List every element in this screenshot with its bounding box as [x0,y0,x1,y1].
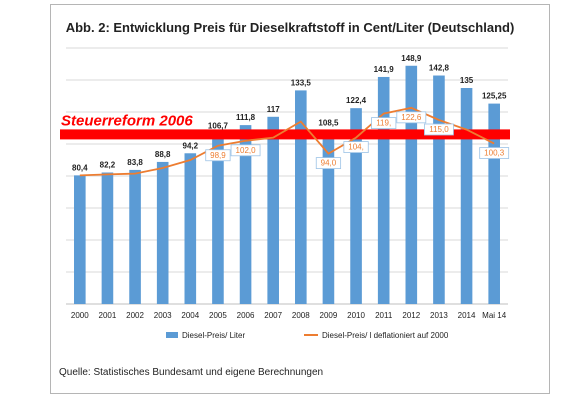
line-value-label: 104, [348,143,364,152]
x-tick-label: 2004 [181,311,199,320]
source-note: Quelle: Statistisches Bundesamt und eige… [59,367,324,378]
bar [101,172,114,304]
bar-value-label: 80,4 [72,163,88,172]
line-value-label: 100,3 [484,149,505,158]
x-tick-label: 2005 [209,311,227,320]
bar [129,169,141,304]
x-tick-label: Mai 14 [482,311,507,320]
legend-swatch-bar [166,332,178,338]
bar-value-label: 106,7 [208,121,229,130]
bar [156,161,169,304]
bar-value-label: 88,8 [155,150,171,159]
annotation-line [60,129,510,140]
x-tick-label: 2014 [458,311,476,320]
bar-value-label: 141,9 [374,65,395,74]
bar [267,116,279,304]
bar-value-label: 142,8 [429,64,450,73]
bar [350,108,362,304]
legend-label: Diesel-Preis/ l deflationiert auf 2000 [322,331,449,340]
bar-value-label: 133,5 [291,78,312,87]
line-label-box [205,149,231,162]
line-value-label: 122,6 [401,113,422,122]
bar-value-label: 83,8 [127,158,143,167]
line-value-label: 115,0 [429,125,449,134]
bar-value-label: 125,25 [482,92,507,101]
x-tick-label: 2003 [154,311,172,320]
x-tick-label: 2013 [430,311,448,320]
x-tick-label: 2000 [71,311,89,320]
bar-value-label: 122,4 [346,96,367,105]
line-value-label: 119, [376,119,391,128]
bar-value-label: 82,2 [100,160,116,169]
bar [74,175,86,304]
line-label-box [396,111,427,124]
x-tick-label: 2002 [126,311,144,320]
x-tick-label: 2011 [375,311,393,320]
bar [405,65,418,304]
x-tick-label: 2012 [402,311,420,320]
line-value-label: 98,9 [210,151,226,160]
bar [377,76,390,305]
bar [212,133,224,304]
bar [433,75,445,304]
bar [322,130,335,304]
x-tick-label: 2009 [320,311,338,320]
chart-canvas: Steuerreform 2006 80,4 82,2 83,8 88,8 94,2 106… [60,47,510,340]
line-label-box [371,117,397,129]
line-label-box [479,147,510,159]
bar-value-label: 148,9 [401,54,422,63]
chart-title: Abb. 2: Entwicklung Preis für Dieselkraf… [65,20,515,35]
line-label-box [343,141,369,153]
x-tick-label: 2008 [292,311,310,320]
bar-value-label: 108,5 [318,118,339,127]
bar [184,153,197,304]
line-label-box [424,123,454,136]
bar-value-label: 94,2 [183,141,199,150]
x-tick-label: 2001 [99,311,117,320]
bar-value-label: 117 [267,105,280,114]
legend-label: Diesel-Preis/ Liter [182,331,245,340]
bar [460,88,473,304]
line-label-box [315,157,342,169]
line-value-label: 102,0 [236,146,257,155]
bar-value-label: 135 [460,76,474,85]
x-tick-label: 2007 [264,311,282,320]
x-tick-label: 2006 [237,311,255,320]
x-tick-label: 2010 [347,311,365,320]
bar [295,90,307,305]
annotation-label: Steuerreform 2006 [61,112,193,129]
line-label-box [230,144,261,157]
line-value-label: 94,0 [321,159,337,168]
bar [239,125,252,305]
bar-value-label: 111,8 [236,113,256,122]
bar [488,103,500,304]
